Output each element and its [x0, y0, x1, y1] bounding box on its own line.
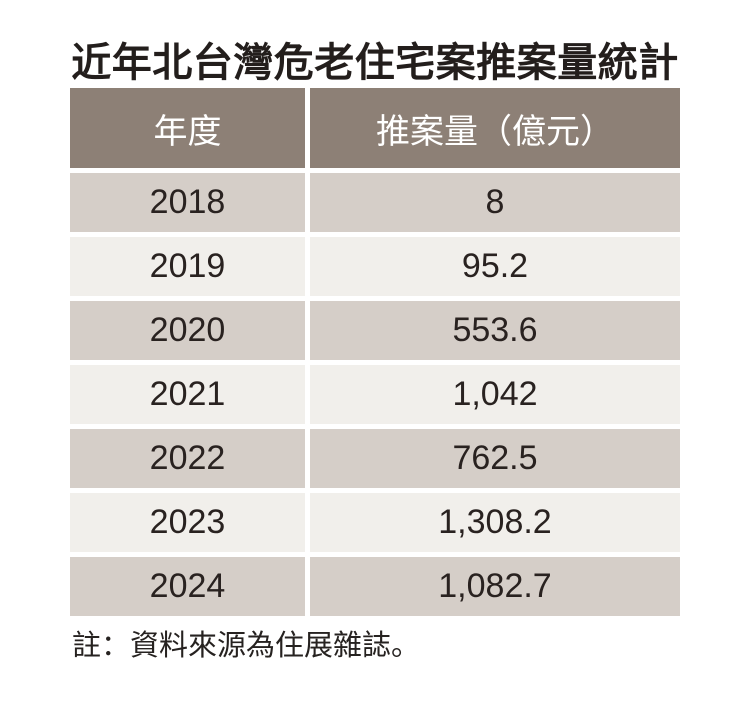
year-cell: 2019 — [70, 237, 305, 296]
year-cell: 2018 — [70, 173, 305, 232]
source-note: 註：資料來源為住展雜誌。 — [72, 630, 421, 662]
year-cell: 2023 — [70, 493, 305, 552]
year-cell: 2024 — [70, 557, 305, 616]
year-cell: 2021 — [70, 365, 305, 424]
value-cell: 1,042 — [310, 365, 680, 424]
value-cell: 762.5 — [310, 429, 680, 488]
value-cell: 95.2 — [310, 237, 680, 296]
column-header-year: 年度 — [70, 88, 305, 168]
value-cell: 1,308.2 — [310, 493, 680, 552]
value-cell: 1,082.7 — [310, 557, 680, 616]
column-header-amount: 推案量（億元） — [310, 88, 680, 168]
page-title: 近年北台灣危老住宅案推案量統計 — [71, 41, 679, 85]
stats-table: 年度 推案量（億元） 2018 8 2019 95.2 2020 553.6 2… — [70, 88, 680, 616]
value-cell: 553.6 — [310, 301, 680, 360]
year-cell: 2020 — [70, 301, 305, 360]
year-cell: 2022 — [70, 429, 305, 488]
value-cell: 8 — [310, 173, 680, 232]
